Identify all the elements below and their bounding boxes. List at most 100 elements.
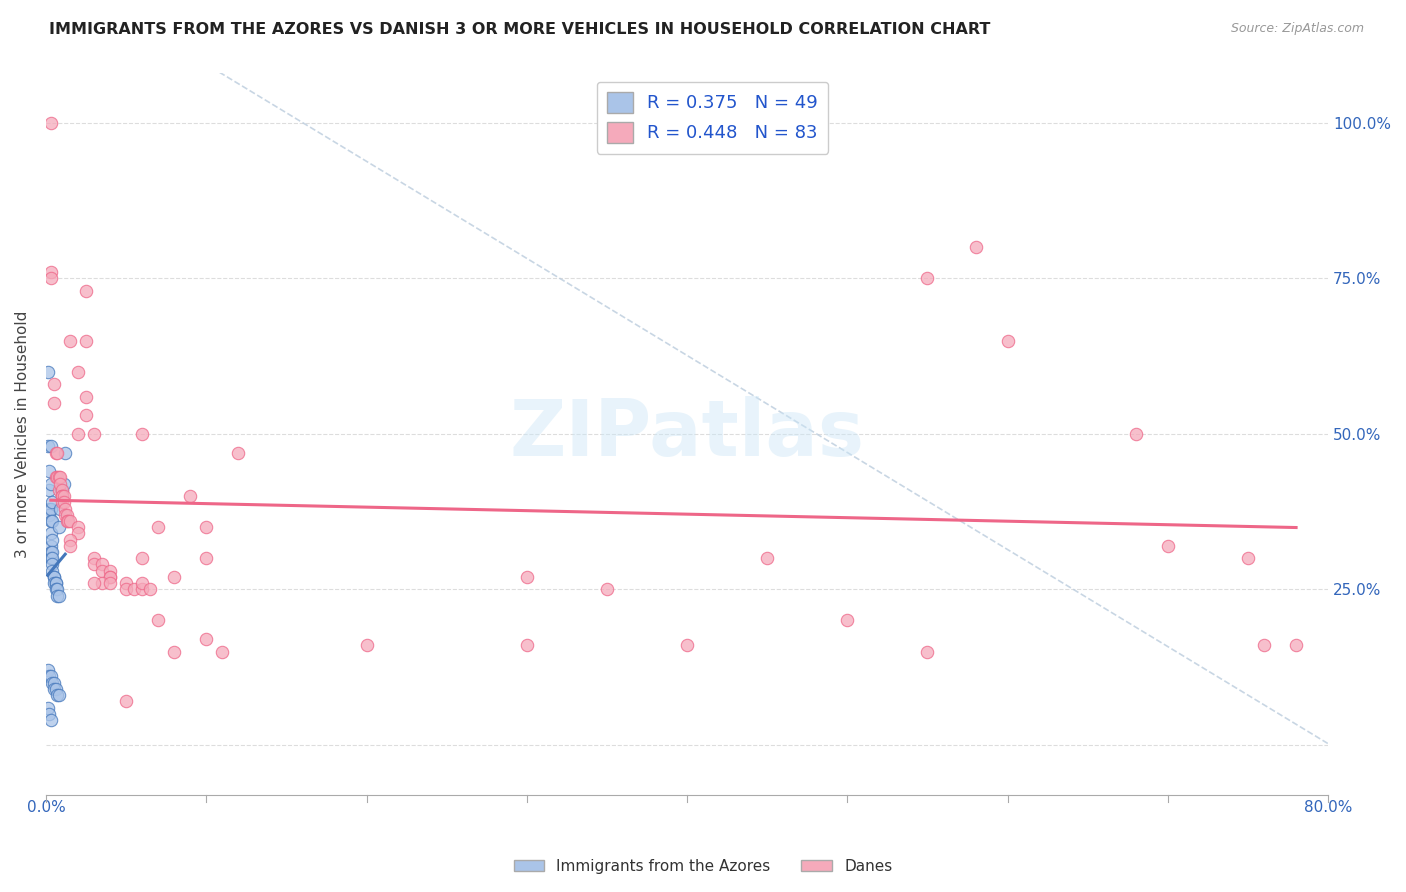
Point [45,582,67,597]
Point [115,582,138,597]
Point [91,558,114,572]
Point [917,644,939,658]
Legend: Immigrants from the Azores, Danes: Immigrants from the Azores, Danes [508,853,898,880]
Point [41,551,63,566]
Point [91,576,114,591]
Point [45,470,67,484]
Point [75,390,97,404]
Point [163,644,186,658]
Point [45,445,67,459]
Point [45,576,67,591]
Point [51,489,73,503]
Point [42,675,65,690]
Text: ZIPatlas: ZIPatlas [509,396,865,472]
Point [226,445,249,459]
Point [66,520,89,534]
Point [1253,639,1275,653]
Point [1157,539,1180,553]
Point [195,520,218,534]
Point [58,514,80,528]
Point [756,551,779,566]
Point [48,520,70,534]
Point [75,334,97,348]
Point [59,533,82,547]
Point [75,408,97,422]
Point [917,271,939,285]
Point [38,501,60,516]
Point [42,395,65,409]
Point [59,514,82,528]
Point [83,426,105,441]
Point [75,284,97,298]
Point [38,669,60,683]
Point [1237,551,1260,566]
Point [131,551,153,566]
Point [39,265,62,279]
Point [46,445,69,459]
Point [356,639,378,653]
Point [41,545,63,559]
Point [49,501,72,516]
Point [51,495,73,509]
Point [56,514,79,528]
Point [41,558,63,572]
Point [163,570,186,584]
Point [41,495,63,509]
Point [1125,426,1147,441]
Point [52,476,75,491]
Point [39,551,62,566]
Point [131,426,153,441]
Point [37,700,59,714]
Point [48,470,70,484]
Point [49,470,72,484]
Point [49,476,72,491]
Point [48,589,70,603]
Point [46,470,69,484]
Text: Source: ZipAtlas.com: Source: ZipAtlas.com [1230,22,1364,36]
Point [516,639,538,653]
Point [41,514,63,528]
Point [39,713,62,727]
Point [596,582,619,597]
Point [53,508,76,522]
Point [59,539,82,553]
Point [146,614,169,628]
Point [115,576,138,591]
Point [51,483,73,497]
Point [38,464,60,478]
Point [48,483,70,497]
Point [83,558,105,572]
Point [39,539,62,553]
Point [1285,639,1308,653]
Point [98,576,121,591]
Point [39,551,62,566]
Point [997,334,1019,348]
Point [37,663,59,677]
Point [46,688,69,702]
Point [39,439,62,453]
Point [38,483,60,497]
Point [39,526,62,541]
Point [48,688,70,702]
Point [676,639,699,653]
Point [39,514,62,528]
Point [56,508,79,522]
Point [42,570,65,584]
Point [39,116,62,130]
Point [42,377,65,392]
Point [39,545,62,559]
Point [52,489,75,503]
Point [83,551,105,566]
Point [59,334,82,348]
Point [131,582,153,597]
Point [45,681,67,696]
Point [37,439,59,453]
Point [51,489,73,503]
Point [146,520,169,534]
Point [38,706,60,721]
Point [211,644,233,658]
Point [516,570,538,584]
Point [195,632,218,647]
Point [53,445,76,459]
Point [45,576,67,591]
